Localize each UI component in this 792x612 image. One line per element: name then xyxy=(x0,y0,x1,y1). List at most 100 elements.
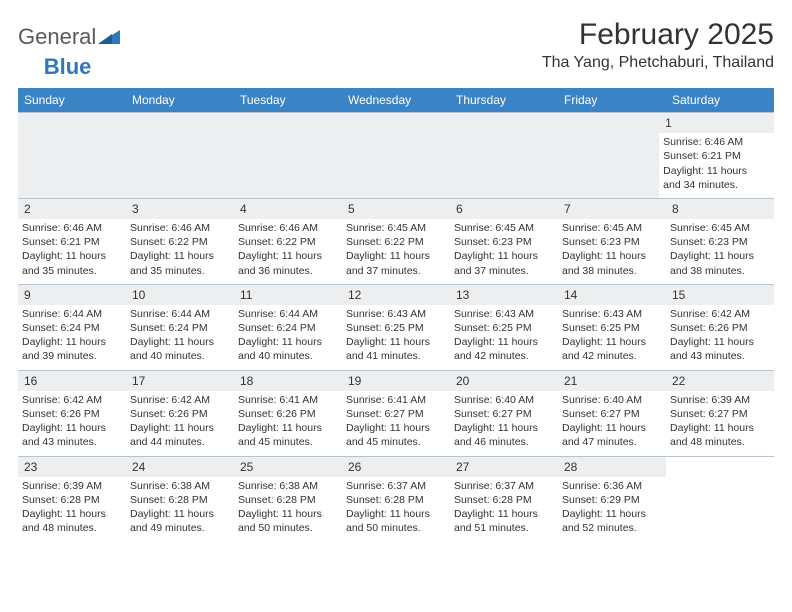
calendar-cell: 14Sunrise: 6:43 AMSunset: 6:25 PMDayligh… xyxy=(558,285,666,370)
sunrise-text: Sunrise: 6:45 AM xyxy=(562,221,662,235)
sunrise-text: Sunrise: 6:39 AM xyxy=(670,393,770,407)
sunset-text: Sunset: 6:23 PM xyxy=(454,235,554,249)
calendar-cell: 13Sunrise: 6:43 AMSunset: 6:25 PMDayligh… xyxy=(450,285,558,370)
sunrise-text: Sunrise: 6:44 AM xyxy=(130,307,230,321)
daylight-text: Daylight: 11 hours xyxy=(130,249,230,263)
sunrise-text: Sunrise: 6:40 AM xyxy=(562,393,662,407)
sunrise-text: Sunrise: 6:38 AM xyxy=(130,479,230,493)
calendar-cell: 1Sunrise: 6:46 AMSunset: 6:21 PMDaylight… xyxy=(659,113,774,198)
daylight-text: Daylight: 11 hours xyxy=(346,335,446,349)
day-header: Saturday xyxy=(666,88,774,112)
sunrise-text: Sunrise: 6:45 AM xyxy=(454,221,554,235)
day-number: 15 xyxy=(666,285,774,305)
calendar-cell: 28Sunrise: 6:36 AMSunset: 6:29 PMDayligh… xyxy=(558,457,666,542)
daylight-text: Daylight: 11 hours xyxy=(454,421,554,435)
day-header: Wednesday xyxy=(342,88,450,112)
calendar-cell: 22Sunrise: 6:39 AMSunset: 6:27 PMDayligh… xyxy=(666,371,774,456)
calendar-cell: 3Sunrise: 6:46 AMSunset: 6:22 PMDaylight… xyxy=(126,199,234,284)
daylight-text: and 48 minutes. xyxy=(670,435,770,449)
day-number: 27 xyxy=(450,457,558,477)
daylight-text: and 50 minutes. xyxy=(238,521,338,535)
daylight-text: and 46 minutes. xyxy=(454,435,554,449)
sunset-text: Sunset: 6:28 PM xyxy=(346,493,446,507)
daylight-text: and 36 minutes. xyxy=(238,264,338,278)
daylight-text: and 42 minutes. xyxy=(454,349,554,363)
daylight-text: Daylight: 11 hours xyxy=(454,335,554,349)
daylight-text: Daylight: 11 hours xyxy=(22,421,122,435)
day-number: 26 xyxy=(342,457,450,477)
sunrise-text: Sunrise: 6:46 AM xyxy=(238,221,338,235)
day-number: 6 xyxy=(450,199,558,219)
daylight-text: Daylight: 11 hours xyxy=(22,249,122,263)
day-number: 25 xyxy=(234,457,342,477)
day-number: 4 xyxy=(234,199,342,219)
sunset-text: Sunset: 6:24 PM xyxy=(130,321,230,335)
calendar-cell xyxy=(552,113,659,198)
sunrise-text: Sunrise: 6:42 AM xyxy=(130,393,230,407)
sunset-text: Sunset: 6:28 PM xyxy=(454,493,554,507)
sunrise-text: Sunrise: 6:41 AM xyxy=(346,393,446,407)
daylight-text: and 43 minutes. xyxy=(22,435,122,449)
sunset-text: Sunset: 6:25 PM xyxy=(346,321,446,335)
day-header: Sunday xyxy=(18,88,126,112)
day-header: Monday xyxy=(126,88,234,112)
calendar-cell: 6 Sunrise: 6:45 AMSunset: 6:23 PMDaylight… xyxy=(450,199,558,284)
daylight-text: Daylight: 11 hours xyxy=(454,507,554,521)
sunset-text: Sunset: 6:21 PM xyxy=(22,235,122,249)
day-number: 23 xyxy=(18,457,126,477)
sunset-text: Sunset: 6:24 PM xyxy=(22,321,122,335)
sunset-text: Sunset: 6:28 PM xyxy=(22,493,122,507)
calendar-cell: 9Sunrise: 6:44 AMSunset: 6:24 PMDaylight… xyxy=(18,285,126,370)
daylight-text: and 45 minutes. xyxy=(346,435,446,449)
sunrise-text: Sunrise: 6:46 AM xyxy=(22,221,122,235)
sunrise-text: Sunrise: 6:43 AM xyxy=(454,307,554,321)
calendar-week: 16Sunrise: 6:42 AMSunset: 6:26 PMDayligh… xyxy=(18,370,774,456)
daylight-text: Daylight: 11 hours xyxy=(130,507,230,521)
daylight-text: and 40 minutes. xyxy=(130,349,230,363)
daylight-text: Daylight: 11 hours xyxy=(22,335,122,349)
daylight-text: Daylight: 11 hours xyxy=(562,507,662,521)
daylight-text: Daylight: 11 hours xyxy=(22,507,122,521)
day-number: 22 xyxy=(666,371,774,391)
daylight-text: and 42 minutes. xyxy=(562,349,662,363)
daylight-text: and 35 minutes. xyxy=(130,264,230,278)
calendar-cell: 25Sunrise: 6:38 AMSunset: 6:28 PMDayligh… xyxy=(234,457,342,542)
day-number: 20 xyxy=(450,371,558,391)
sunset-text: Sunset: 6:21 PM xyxy=(663,149,770,163)
day-number: 28 xyxy=(558,457,666,477)
brand-part2: Blue xyxy=(44,54,92,80)
brand-logo: General xyxy=(18,24,122,50)
day-number: 12 xyxy=(342,285,450,305)
day-number: 9 xyxy=(18,285,126,305)
sunset-text: Sunset: 6:27 PM xyxy=(562,407,662,421)
daylight-text: and 37 minutes. xyxy=(346,264,446,278)
day-header: Thursday xyxy=(450,88,558,112)
title-block: February 2025 Tha Yang, Phetchaburi, Tha… xyxy=(542,18,774,72)
calendar-week: 2Sunrise: 6:46 AMSunset: 6:21 PMDaylight… xyxy=(18,198,774,284)
daylight-text: and 52 minutes. xyxy=(562,521,662,535)
sunrise-text: Sunrise: 6:43 AM xyxy=(346,307,446,321)
calendar-cell xyxy=(445,113,552,198)
day-number: 10 xyxy=(126,285,234,305)
daylight-text: Daylight: 11 hours xyxy=(663,164,770,178)
daylight-text: Daylight: 11 hours xyxy=(454,249,554,263)
calendar-cell: 4Sunrise: 6:46 AMSunset: 6:22 PMDaylight… xyxy=(234,199,342,284)
daylight-text: Daylight: 11 hours xyxy=(670,421,770,435)
calendar-cell: 8Sunrise: 6:45 AMSunset: 6:23 PMDaylight… xyxy=(666,199,774,284)
daylight-text: Daylight: 11 hours xyxy=(562,335,662,349)
daylight-text: Daylight: 11 hours xyxy=(238,249,338,263)
sunrise-text: Sunrise: 6:46 AM xyxy=(663,135,770,149)
daylight-text: and 38 minutes. xyxy=(670,264,770,278)
sunset-text: Sunset: 6:22 PM xyxy=(346,235,446,249)
sunrise-text: Sunrise: 6:45 AM xyxy=(346,221,446,235)
daylight-text: and 49 minutes. xyxy=(130,521,230,535)
day-number: 13 xyxy=(450,285,558,305)
daylight-text: and 45 minutes. xyxy=(238,435,338,449)
calendar-cell xyxy=(18,113,125,198)
calendar-cell: 27Sunrise: 6:37 AMSunset: 6:28 PMDayligh… xyxy=(450,457,558,542)
sunset-text: Sunset: 6:25 PM xyxy=(562,321,662,335)
sunset-text: Sunset: 6:22 PM xyxy=(130,235,230,249)
sunrise-text: Sunrise: 6:45 AM xyxy=(670,221,770,235)
day-header-row: Sunday Monday Tuesday Wednesday Thursday… xyxy=(18,88,774,112)
day-number: 7 xyxy=(558,199,666,219)
